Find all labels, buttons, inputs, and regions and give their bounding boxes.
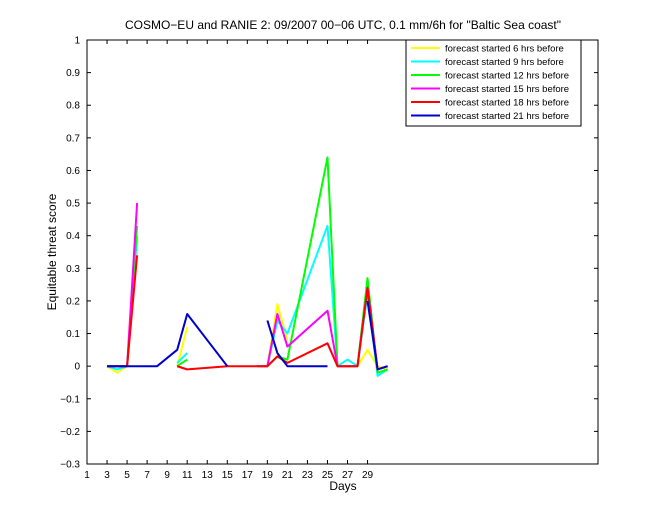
y-tick-label: −0.2 — [60, 427, 80, 438]
x-tick-label: 29 — [362, 470, 374, 481]
series-line — [176, 352, 188, 364]
y-tick-label: 0.9 — [66, 68, 80, 79]
legend-label: forecast started 21 hrs before — [445, 111, 569, 122]
series-line — [176, 358, 188, 368]
x-tick-label: 23 — [302, 470, 314, 481]
x-tick-label: 11 — [182, 470, 193, 481]
x-tick-label: 9 — [164, 470, 170, 481]
y-tick-label: 0.2 — [66, 296, 80, 307]
x-tick-label: 21 — [282, 470, 294, 481]
y-axis-ticks: −0.3 −0.2 −0.1 0 0.1 0.2 0.3 0.4 0.5 0.6 0.7 0.8 0.9… — [60, 36, 598, 471]
x-tick-label: 3 — [104, 470, 110, 481]
series-line — [266, 320, 328, 368]
x-tick-label: 27 — [342, 470, 354, 481]
legend-label: forecast started 6 hrs before — [445, 44, 564, 55]
series-line — [366, 300, 388, 371]
y-tick-label: 0.8 — [66, 101, 80, 112]
legend-label: forecast started 12 hrs before — [445, 71, 569, 82]
x-tick-label: 19 — [262, 470, 274, 481]
legend-label: forecast started 9 hrs before — [445, 57, 564, 68]
x-tick-label: 15 — [222, 470, 234, 481]
series-layer — [106, 156, 389, 377]
chart-title: COSMO−EU and RANIE 2: 09/2007 00−06 UTC,… — [125, 18, 561, 32]
x-tick-label: 1 — [84, 470, 90, 481]
x-axis-ticks: 1 3 5 7 9 11 13 15 17 19 21 23 25 27 29 — [84, 40, 374, 481]
y-tick-label: 1 — [74, 36, 80, 47]
x-axis-title: Days — [329, 479, 356, 493]
legend-box — [405, 39, 582, 127]
x-tick-label: 17 — [242, 470, 254, 481]
x-tick-label: 13 — [202, 470, 214, 481]
y-tick-label: 0 — [74, 362, 80, 373]
y-tick-label: 0.7 — [66, 133, 80, 144]
legend: forecast started 6 hrs before forecast st… — [405, 39, 582, 127]
y-axis-title: Equitable threat score — [45, 193, 59, 310]
series-6 — [107, 300, 388, 371]
y-tick-label: 0.5 — [66, 199, 80, 210]
x-tick-label: 7 — [144, 470, 150, 481]
y-tick-label: 0.1 — [66, 329, 80, 340]
y-tick-label: 0.6 — [66, 166, 80, 177]
series-line — [176, 326, 189, 367]
legend-label: forecast started 18 hrs before — [445, 98, 569, 109]
series-line — [107, 313, 229, 368]
y-tick-label: −0.3 — [60, 460, 80, 471]
x-tick-label: 5 — [124, 470, 130, 481]
x-tick-label: 25 — [322, 470, 334, 481]
series-line — [176, 286, 388, 371]
y-tick-label: 0.4 — [66, 231, 80, 242]
legend-label: forecast started 15 hrs before — [445, 84, 569, 95]
y-tick-label: 0.3 — [66, 264, 80, 275]
y-tick-label: −0.1 — [60, 394, 80, 405]
